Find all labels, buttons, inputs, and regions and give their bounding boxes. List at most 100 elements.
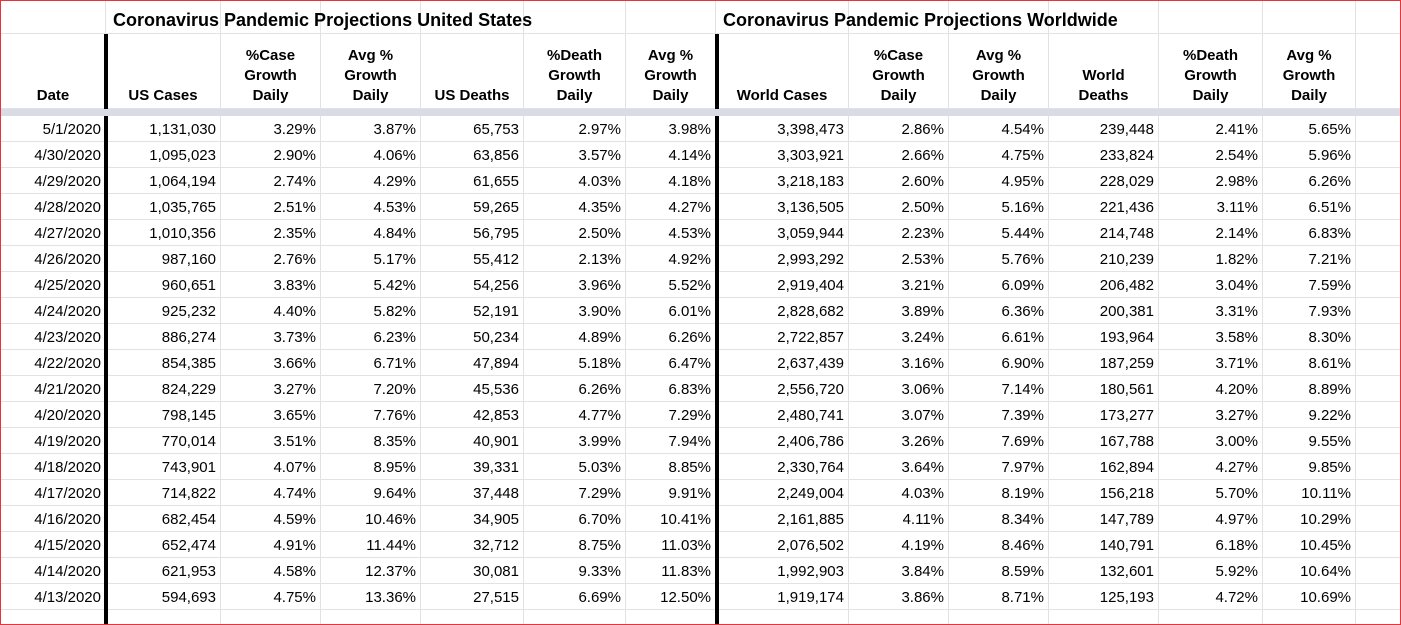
cell[interactable]: 2,828,682 (716, 298, 849, 324)
cell[interactable]: 925,232 (106, 298, 221, 324)
cell[interactable] (221, 610, 321, 624)
cell[interactable]: 2,556,720 (716, 376, 849, 402)
cell[interactable]: 6.01% (626, 298, 716, 324)
cell[interactable]: 4/19/2020 (1, 428, 106, 454)
cell[interactable]: 8.89% (1263, 376, 1356, 402)
cell[interactable] (1356, 506, 1400, 532)
cell[interactable]: 45,536 (421, 376, 524, 402)
cell[interactable] (1356, 194, 1400, 220)
cell[interactable]: 10.64% (1263, 558, 1356, 584)
cell[interactable]: 3.99% (524, 428, 626, 454)
cell[interactable]: 6.51% (1263, 194, 1356, 220)
cell[interactable]: 854,385 (106, 350, 221, 376)
cell[interactable]: 221,436 (1049, 194, 1159, 220)
cell[interactable]: 621,953 (106, 558, 221, 584)
column-header[interactable]: US Deaths (421, 34, 524, 109)
cell[interactable]: 5.03% (524, 454, 626, 480)
cell[interactable]: 39,331 (421, 454, 524, 480)
cell[interactable]: 8.19% (949, 480, 1049, 506)
cell[interactable]: 4.95% (949, 168, 1049, 194)
cell[interactable]: 1,131,030 (106, 116, 221, 142)
cell[interactable]: 3.83% (221, 272, 321, 298)
cell[interactable]: 4/22/2020 (1, 350, 106, 376)
cell[interactable] (949, 1, 1049, 34)
cell[interactable] (1356, 350, 1400, 376)
cell[interactable]: 8.85% (626, 454, 716, 480)
cell[interactable]: 2.51% (221, 194, 321, 220)
cell[interactable]: 7.76% (321, 402, 421, 428)
cell[interactable]: 2,637,439 (716, 350, 849, 376)
cell[interactable]: 4/30/2020 (1, 142, 106, 168)
cell[interactable]: 5.96% (1263, 142, 1356, 168)
cell[interactable]: 7.97% (949, 454, 1049, 480)
cell[interactable]: 3.84% (849, 558, 949, 584)
cell[interactable]: 8.46% (949, 532, 1049, 558)
cell[interactable]: 6.47% (626, 350, 716, 376)
cell[interactable]: 9.33% (524, 558, 626, 584)
cell[interactable] (1, 610, 106, 624)
cell[interactable]: 3,218,183 (716, 168, 849, 194)
cell[interactable]: 4.14% (626, 142, 716, 168)
cell[interactable]: 1,919,174 (716, 584, 849, 610)
cell[interactable]: 180,561 (1049, 376, 1159, 402)
cell[interactable] (321, 610, 421, 624)
cell[interactable]: 3.07% (849, 402, 949, 428)
cell[interactable]: 52,191 (421, 298, 524, 324)
cell[interactable]: 5.70% (1159, 480, 1263, 506)
cell[interactable]: 6.61% (949, 324, 1049, 350)
cell[interactable]: 4/13/2020 (1, 584, 106, 610)
cell[interactable]: 4.72% (1159, 584, 1263, 610)
cell[interactable]: 2,330,764 (716, 454, 849, 480)
cell[interactable]: 3.16% (849, 350, 949, 376)
cell[interactable]: 4.74% (221, 480, 321, 506)
cell[interactable]: 4.18% (626, 168, 716, 194)
cell[interactable]: 3.96% (524, 272, 626, 298)
cell[interactable]: 59,265 (421, 194, 524, 220)
cell[interactable]: 167,788 (1049, 428, 1159, 454)
cell[interactable] (1049, 1, 1159, 34)
cell[interactable]: 9.91% (626, 480, 716, 506)
cell[interactable]: 63,856 (421, 142, 524, 168)
cell[interactable]: 8.61% (1263, 350, 1356, 376)
cell[interactable] (1356, 272, 1400, 298)
cell[interactable]: 4.75% (221, 584, 321, 610)
column-header[interactable]: %Death Growth Daily (1159, 34, 1263, 109)
cell[interactable]: 4/23/2020 (1, 324, 106, 350)
cell[interactable]: 30,081 (421, 558, 524, 584)
cell[interactable] (626, 610, 716, 624)
cell[interactable] (1356, 298, 1400, 324)
cell[interactable]: 6.70% (524, 506, 626, 532)
column-header[interactable]: %Death Growth Daily (524, 34, 626, 109)
cell[interactable]: 824,229 (106, 376, 221, 402)
cell[interactable]: 886,274 (106, 324, 221, 350)
cell[interactable]: 187,259 (1049, 350, 1159, 376)
cell[interactable]: 7.20% (321, 376, 421, 402)
cell[interactable]: 8.95% (321, 454, 421, 480)
cell[interactable]: 4/21/2020 (1, 376, 106, 402)
cell[interactable] (421, 610, 524, 624)
cell[interactable]: 2.98% (1159, 168, 1263, 194)
cell[interactable] (106, 610, 221, 624)
cell[interactable]: 4/26/2020 (1, 246, 106, 272)
cell[interactable] (626, 1, 716, 34)
cell[interactable]: 6.26% (1263, 168, 1356, 194)
cell[interactable] (1356, 376, 1400, 402)
cell[interactable]: 12.50% (626, 584, 716, 610)
cell[interactable]: 233,824 (1049, 142, 1159, 168)
cell[interactable]: 210,239 (1049, 246, 1159, 272)
cell[interactable]: 2.76% (221, 246, 321, 272)
cell[interactable]: 61,655 (421, 168, 524, 194)
cell[interactable]: 2.35% (221, 220, 321, 246)
cell[interactable]: 6.09% (949, 272, 1049, 298)
column-header[interactable]: World Deaths (1049, 34, 1159, 109)
cell[interactable]: 4/17/2020 (1, 480, 106, 506)
cell[interactable]: 4.53% (321, 194, 421, 220)
cell[interactable] (221, 1, 321, 34)
cell[interactable]: 4.19% (849, 532, 949, 558)
cell[interactable]: 2,919,404 (716, 272, 849, 298)
cell[interactable]: 2.54% (1159, 142, 1263, 168)
cell[interactable]: 9.85% (1263, 454, 1356, 480)
cell[interactable]: 2,161,885 (716, 506, 849, 532)
cell[interactable]: 5.18% (524, 350, 626, 376)
cell[interactable]: 162,894 (1049, 454, 1159, 480)
